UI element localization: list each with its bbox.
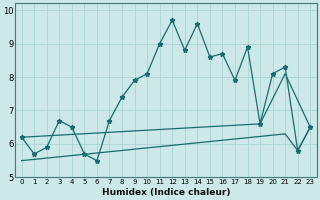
X-axis label: Humidex (Indice chaleur): Humidex (Indice chaleur) bbox=[102, 188, 230, 197]
